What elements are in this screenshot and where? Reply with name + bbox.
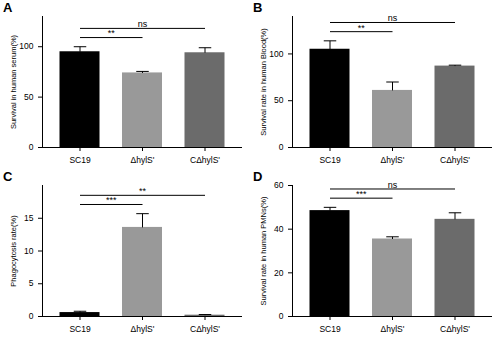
svg-text:40: 40 bbox=[274, 224, 284, 234]
svg-text:**: ** bbox=[358, 23, 366, 33]
svg-text:ns: ns bbox=[138, 19, 148, 29]
svg-text:SC19: SC19 bbox=[319, 324, 341, 334]
svg-text:Survival rate in human PMNs(%): Survival rate in human PMNs(%) bbox=[259, 196, 268, 305]
svg-text:0: 0 bbox=[29, 142, 34, 152]
svg-text:100: 100 bbox=[269, 49, 283, 59]
html-text:D: D bbox=[253, 169, 263, 184]
svg-text:SC19: SC19 bbox=[69, 155, 91, 165]
svg-text:ns: ns bbox=[388, 180, 398, 190]
svg-text:ΔhylS': ΔhylS' bbox=[131, 324, 155, 334]
svg-text:0: 0 bbox=[29, 311, 34, 321]
svg-text:15: 15 bbox=[24, 213, 34, 223]
svg-text:ΔhylS': ΔhylS' bbox=[381, 155, 405, 165]
svg-text:ns: ns bbox=[388, 13, 398, 23]
svg-text:***: *** bbox=[356, 189, 367, 199]
svg-text:20: 20 bbox=[274, 268, 284, 278]
svg-text:Phagocytosis rate(%): Phagocytosis rate(%) bbox=[9, 215, 18, 287]
svg-text:60: 60 bbox=[274, 180, 284, 190]
svg-text:CΔhylS': CΔhylS' bbox=[190, 155, 220, 165]
svg-text:CΔhylS': CΔhylS' bbox=[440, 324, 470, 334]
svg-text:50: 50 bbox=[274, 95, 284, 105]
svg-text:Survival rate in human Blood(%: Survival rate in human Blood(%) bbox=[259, 28, 268, 136]
svg-text:**: ** bbox=[139, 186, 147, 196]
svg-text:SC19: SC19 bbox=[319, 155, 341, 165]
html-text:C: C bbox=[3, 169, 13, 184]
svg-text:CΔhylS': CΔhylS' bbox=[440, 155, 470, 165]
svg-text:5: 5 bbox=[29, 278, 34, 288]
html-text:B: B bbox=[253, 0, 263, 15]
svg-text:100: 100 bbox=[19, 41, 33, 51]
svg-text:Survival in human serum(%): Survival in human serum(%) bbox=[9, 34, 18, 129]
svg-text:0: 0 bbox=[279, 142, 284, 152]
svg-text:0: 0 bbox=[279, 311, 284, 321]
svg-text:10: 10 bbox=[24, 246, 34, 256]
svg-text:**: ** bbox=[108, 28, 116, 38]
svg-text:50: 50 bbox=[24, 92, 34, 102]
svg-text:ΔhylS': ΔhylS' bbox=[381, 324, 405, 334]
svg-text:SC19: SC19 bbox=[69, 324, 91, 334]
svg-text:CΔhylS': CΔhylS' bbox=[190, 324, 220, 334]
html-text:A: A bbox=[3, 0, 13, 15]
svg-text:ΔhylS': ΔhylS' bbox=[131, 155, 155, 165]
svg-text:***: *** bbox=[106, 195, 117, 205]
